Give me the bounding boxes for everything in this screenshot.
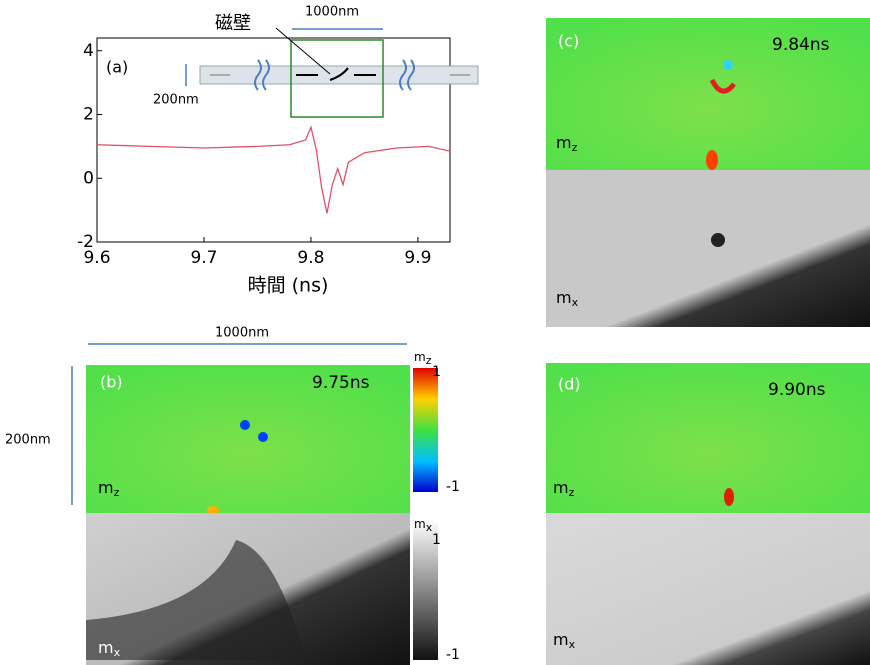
m: m (553, 478, 569, 497)
colorbar-min: -1 (446, 647, 460, 663)
leader (275, 27, 331, 75)
mz-map (546, 363, 870, 513)
colorbar-title: mz (414, 350, 432, 368)
panel-label: (b) (100, 373, 123, 392)
y-tick-label: 4 (83, 41, 94, 61)
sub: x (114, 646, 121, 659)
spot (724, 488, 734, 506)
sub: z (572, 141, 578, 154)
colorbar-min: -1 (446, 479, 460, 495)
zoom-box (290, 39, 384, 118)
vortex (258, 432, 268, 442)
component-label: mz (98, 478, 120, 500)
core (711, 233, 725, 247)
colorbar-title: mx (414, 517, 433, 535)
dim-label: 200nm (5, 433, 51, 448)
colorbar (413, 368, 438, 492)
x-tick-label: 9.8 (297, 248, 324, 268)
x-tick-label: 9.6 (83, 248, 110, 268)
mx-shade (86, 540, 306, 660)
time-label: 9.84ns (772, 35, 830, 55)
m: m (98, 478, 114, 497)
x-tick-label: 9.9 (404, 248, 431, 268)
time-label: 9.90ns (768, 380, 826, 400)
sub: z (569, 486, 575, 499)
y-tick-label: 0 (83, 168, 94, 188)
dim-label: 1000nm (215, 326, 269, 341)
spot (207, 506, 219, 514)
m: m (553, 630, 569, 649)
component-label: mx (556, 288, 579, 310)
sub: z (426, 354, 432, 367)
time-label: 9.75ns (312, 373, 370, 393)
y-tick-label: 2 (83, 105, 94, 125)
dim-label: 200nm (153, 93, 199, 108)
series-line (96, 125, 451, 214)
m: m (556, 133, 572, 152)
break-mark (254, 59, 415, 91)
sub: x (426, 521, 433, 534)
y-tick-label: -2 (77, 232, 94, 252)
sub: x (569, 638, 576, 651)
m: m (414, 517, 426, 531)
colorbar-max: 1 (432, 532, 441, 548)
spot (706, 150, 718, 170)
dim-label: 1000nm (305, 5, 359, 20)
colorbar (413, 520, 438, 660)
x-axis-label: 時間 (ns) (248, 275, 329, 297)
m: m (556, 288, 572, 307)
wall-arrows (296, 67, 376, 81)
vortex (723, 60, 733, 70)
panel-label: (c) (558, 32, 579, 51)
sub: x (572, 296, 579, 309)
plot-frame (96, 37, 451, 243)
wall-label: 磁壁 (215, 13, 251, 34)
panel-label: (a) (106, 58, 128, 77)
sub: z (114, 486, 120, 499)
mx-map (546, 170, 870, 327)
component-label: mz (553, 478, 575, 500)
m: m (98, 638, 114, 657)
mz-map (86, 365, 410, 513)
vortex (709, 78, 736, 94)
vortex (240, 420, 250, 430)
panel-label: (d) (558, 375, 581, 394)
colorbar-max: 1 (432, 364, 441, 380)
mx-map (546, 513, 870, 665)
mz-map (546, 18, 870, 170)
m: m (414, 350, 426, 364)
component-label: mx (98, 638, 121, 660)
component-label: mz (556, 133, 578, 155)
x-tick-label: 9.7 (190, 248, 217, 268)
component-label: mx (553, 630, 576, 652)
